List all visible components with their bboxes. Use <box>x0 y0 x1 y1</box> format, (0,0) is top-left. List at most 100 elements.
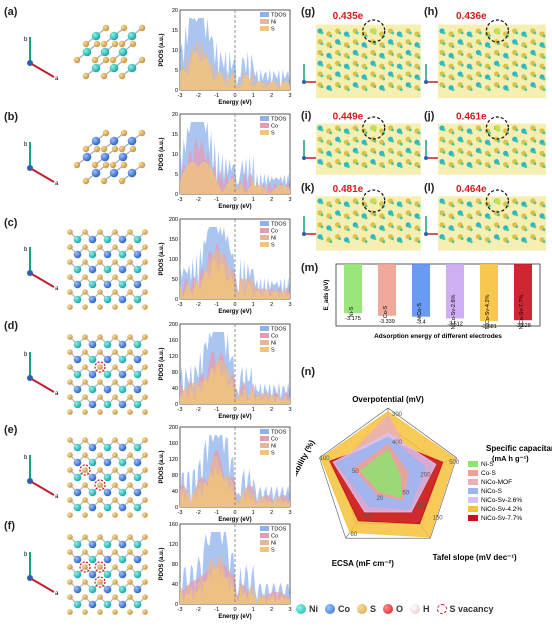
radar-legend-label: NiCo-MOF <box>481 479 512 486</box>
legend-label: Co <box>271 124 278 130</box>
bar-chart-frame <box>335 263 541 327</box>
isosurface-lobe <box>391 31 394 35</box>
s-atom <box>97 482 103 488</box>
s-atom <box>97 409 103 415</box>
isosurface-lobe <box>391 162 394 166</box>
co-atom <box>133 488 142 497</box>
isosurface-lobe <box>460 63 464 67</box>
panel-label-h: (h) <box>424 6 439 18</box>
ni-atom <box>133 473 142 482</box>
isosurface-lobe <box>338 42 342 46</box>
isosurface-lobe <box>382 216 386 220</box>
legend-swatch <box>260 333 269 338</box>
x-tick-label: 2 <box>270 302 273 308</box>
radar-legend-swatch <box>468 506 478 512</box>
isosurface-lobe <box>329 142 333 146</box>
ni-atom <box>91 63 101 73</box>
isosurface-lobe <box>329 34 333 38</box>
isosurface-lobe <box>497 225 500 229</box>
co-atom <box>133 458 142 467</box>
legend-swatch <box>260 347 269 352</box>
x-tick-label: 3 <box>288 407 291 413</box>
isosurface-lobe <box>515 162 519 166</box>
ni-dot-icon <box>296 604 306 614</box>
ni-atom <box>118 555 127 564</box>
s-atom <box>127 229 133 235</box>
isosurface-lobe <box>497 85 500 89</box>
s-atom <box>67 229 73 235</box>
isosurface-lobe <box>355 53 359 56</box>
axes-indicator: ba <box>24 37 59 82</box>
isosurface-lobe <box>515 53 519 56</box>
co-atom <box>73 488 82 497</box>
legend-label: Co <box>271 437 278 443</box>
s-atom <box>112 564 118 570</box>
axis-b-label: b <box>24 142 28 148</box>
ni-atom <box>133 570 142 579</box>
s-atom <box>102 129 110 137</box>
isosurface-lobe <box>355 139 359 143</box>
isosurface-lobe <box>320 128 324 132</box>
y-tick-label: 80 <box>172 562 178 568</box>
isosurface-lobe <box>364 56 368 59</box>
isosurface-lobe <box>417 142 421 146</box>
x-tick-label: 0 <box>233 93 236 99</box>
isosurface-lobe <box>338 63 342 67</box>
s-atom <box>142 579 148 585</box>
isosurface-lobe <box>417 165 421 169</box>
axis-a-label: a <box>55 391 59 397</box>
s-atom <box>97 229 103 235</box>
co-atom <box>91 168 101 178</box>
isosurface-lobe <box>338 139 342 143</box>
x-tick-label: -3 <box>178 93 183 99</box>
s-atom <box>142 564 148 570</box>
s-atom <box>97 274 103 280</box>
legend-label: TDOS <box>271 13 287 19</box>
co-atom <box>88 540 97 549</box>
pdos-series-s <box>180 363 290 404</box>
adsorption-bar-chart: -3.175Ni-S-3.339Co-S-3.4NiCo-S-3.512NiCo… <box>324 263 541 340</box>
isosurface-lobe <box>533 139 537 143</box>
legend-label: TDOS <box>271 430 287 436</box>
isosurface-lobe <box>488 240 491 244</box>
isosurface-lobe <box>391 128 394 132</box>
x-axis-label: Energy (eV) <box>218 414 251 420</box>
isosurface-lobe <box>347 165 350 169</box>
charge-density-j: 0.461e <box>424 112 546 175</box>
s-atom <box>67 304 73 310</box>
adsorbate <box>370 198 377 204</box>
ni-atom <box>73 295 82 304</box>
isosurface-lobe <box>542 88 546 92</box>
isosurface-lobe <box>329 131 333 135</box>
isosurface-lobe <box>391 237 394 241</box>
isosurface-lobe <box>488 204 491 208</box>
s-atom <box>112 229 118 235</box>
s-atom <box>112 497 118 503</box>
y-tick-label: 20 <box>172 112 178 118</box>
axis-b-label: b <box>24 247 28 253</box>
isosurface-lobe <box>506 77 510 81</box>
axes-indicator <box>424 216 440 236</box>
isosurface-lobe <box>497 42 500 46</box>
co-atom <box>118 400 127 409</box>
isosurface-lobe <box>338 85 342 89</box>
isosurface-lobe <box>408 237 412 241</box>
isosurface-lobe <box>391 201 394 205</box>
isosurface-lobe <box>533 128 537 132</box>
radar-tick-label: 40 <box>364 513 371 519</box>
adsorbate <box>494 28 501 34</box>
isosurface-lobe <box>442 42 446 46</box>
bar-category-label: NiCo-Sv-2.6% <box>451 294 457 329</box>
s-atom <box>112 379 118 385</box>
isosurface-lobe <box>524 34 528 38</box>
isosurface-lobe <box>524 165 528 169</box>
crystal-structure-2 <box>67 229 148 310</box>
y-tick-label: 120 <box>169 542 178 548</box>
isosurface-lobe <box>442 63 446 67</box>
s-atom <box>109 56 117 64</box>
co-atom <box>73 355 82 364</box>
y-tick-label: 40 <box>172 386 178 392</box>
isosurface-lobe <box>399 45 403 49</box>
isosurface-lobe <box>451 66 455 70</box>
isosurface-lobe <box>399 240 403 244</box>
